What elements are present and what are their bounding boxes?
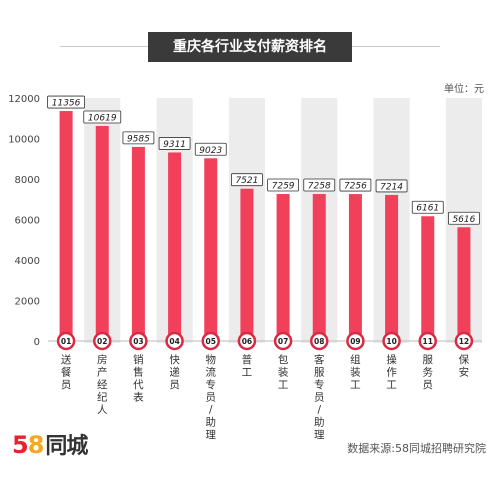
- value-label: 9023: [199, 146, 222, 156]
- logo-digit-8: 8: [27, 431, 45, 459]
- value-label-box: [158, 137, 191, 150]
- value-label: 7214: [380, 182, 403, 192]
- y-tick-label: 0: [34, 337, 40, 348]
- rank-badge: [56, 331, 76, 351]
- value-label: 7256: [344, 182, 367, 192]
- rank-number: 10: [386, 337, 396, 346]
- rank-number: 06: [242, 337, 252, 346]
- logo-digit-5: 5: [12, 431, 29, 459]
- title-bar: 重庆各行业支付薪资排名: [0, 32, 500, 62]
- value-label-box: [411, 200, 444, 214]
- category-label: 销售代表: [133, 353, 144, 404]
- value-label-box: [339, 178, 372, 192]
- rank-badge: [201, 331, 220, 351]
- bar: [240, 188, 254, 341]
- rank-number: 11: [423, 337, 433, 346]
- category-label: 组装工: [350, 353, 361, 391]
- value-label-box: [267, 178, 299, 192]
- value-label: 7521: [235, 176, 258, 186]
- y-tick-label: 10000: [8, 135, 40, 146]
- bar: [457, 227, 471, 341]
- logo-text: 同城: [45, 434, 88, 459]
- rank-number: 07: [278, 337, 288, 346]
- value-label: 5616: [452, 215, 475, 225]
- y-tick-label: 4000: [15, 256, 40, 267]
- rank-badge: [93, 331, 112, 351]
- rank-badge: [454, 331, 474, 351]
- y-tick-label: 2000: [15, 297, 40, 308]
- bar: [131, 146, 145, 341]
- rank-number: 02: [97, 337, 107, 346]
- bar: [95, 125, 109, 342]
- value-label-box: [303, 178, 336, 192]
- y-tick-label: 8000: [15, 175, 40, 186]
- category-label: 快递员: [169, 354, 180, 391]
- value-label: 6161: [416, 204, 439, 214]
- value-label: 9585: [127, 134, 150, 144]
- bar: [276, 194, 290, 341]
- value-label-box: [122, 131, 155, 145]
- rank-badge: [273, 331, 293, 351]
- rank-badge: [418, 331, 437, 351]
- rank-number: 03: [133, 337, 143, 346]
- category-label: 操作工: [386, 353, 397, 391]
- category-label: 普工: [242, 353, 253, 379]
- rank-badge: [129, 331, 148, 351]
- bar: [168, 152, 182, 341]
- value-label: 11356: [52, 99, 81, 109]
- rank-number: 05: [206, 337, 216, 346]
- rank-number: 12: [459, 337, 469, 346]
- category-label: 保安: [459, 353, 470, 379]
- bar: [204, 158, 218, 341]
- bar: [312, 194, 326, 341]
- bar: [59, 111, 73, 341]
- category-label: 包装工: [278, 353, 289, 391]
- category-label: 服务员: [423, 354, 434, 391]
- rank-badge: [310, 331, 329, 351]
- rank-number: 04: [169, 337, 179, 346]
- category-label: 房产经纪人: [97, 353, 108, 416]
- rank-number: 01: [61, 337, 71, 346]
- value-label-box: [375, 179, 408, 193]
- rank-badge: [237, 331, 257, 351]
- value-label-box: [47, 95, 85, 109]
- category-label: 客服专员/助理: [314, 353, 325, 441]
- value-label: 7259: [272, 182, 295, 192]
- value-label: 10619: [88, 113, 117, 123]
- rank-badge: [346, 331, 365, 351]
- chart-title: 重庆各行业支付薪资排名: [148, 32, 352, 62]
- rank-number: 08: [314, 337, 324, 346]
- brand-logo: 58同城: [12, 428, 88, 460]
- bar: [421, 216, 435, 341]
- y-tick-label: 12000: [8, 94, 40, 105]
- data-source: 数据来源:58同城招聘研究院: [347, 442, 486, 455]
- y-tick-label: 6000: [15, 216, 40, 227]
- unit-label: 单位：元: [444, 84, 484, 95]
- value-label: 7258: [308, 182, 331, 192]
- rank-badge: [165, 331, 184, 351]
- bar: [348, 194, 362, 341]
- value-label-box: [194, 142, 227, 156]
- bar: [385, 194, 399, 341]
- value-label: 9311: [163, 140, 186, 150]
- value-label-box: [231, 173, 263, 187]
- rank-badge: [382, 331, 401, 351]
- value-label-box: [83, 110, 122, 124]
- rank-number: 09: [350, 337, 360, 346]
- value-label-box: [448, 211, 480, 225]
- category-label: 物流专员/助理: [206, 353, 217, 441]
- category-label: 送餐员: [61, 353, 72, 391]
